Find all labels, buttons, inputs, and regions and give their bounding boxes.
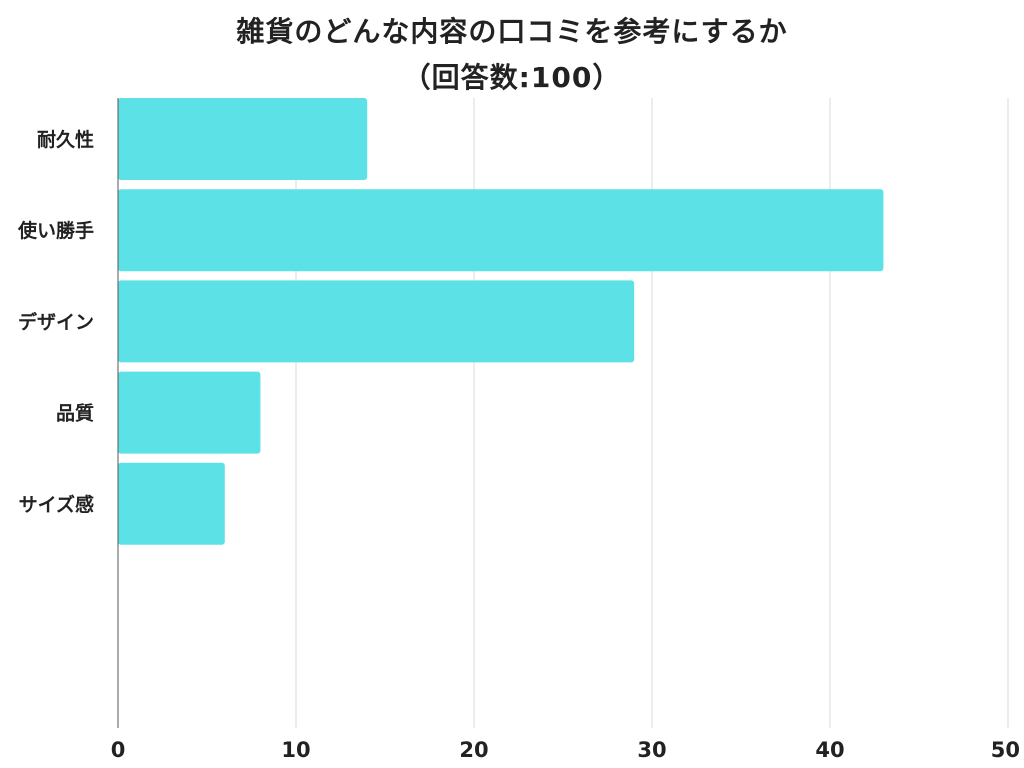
bar-4 [118, 462, 225, 545]
bar-2 [118, 280, 635, 363]
category-label-0: 耐久性 [37, 128, 94, 151]
category-label-2: デザイン [18, 310, 94, 333]
x-tick-label-5: 50 [991, 738, 1020, 762]
category-label-1: 使い勝手 [17, 219, 94, 242]
x-tick-label-3: 30 [637, 738, 666, 762]
x-tick-label-1: 10 [281, 738, 310, 762]
category-label-3: 品質 [56, 402, 94, 425]
x-tick-label-2: 20 [459, 738, 488, 762]
x-tick-label-0: 0 [111, 738, 126, 762]
bar-0 [118, 98, 368, 180]
bar-1 [118, 189, 884, 272]
chart-subtitle: （回答数:100） [402, 61, 622, 94]
chart-title: 雑貨のどんな内容の口コミを参考にするか [236, 15, 788, 48]
x-tick-label-4: 40 [815, 738, 844, 762]
bar-3 [118, 371, 261, 454]
category-label-4: サイズ感 [19, 493, 94, 516]
